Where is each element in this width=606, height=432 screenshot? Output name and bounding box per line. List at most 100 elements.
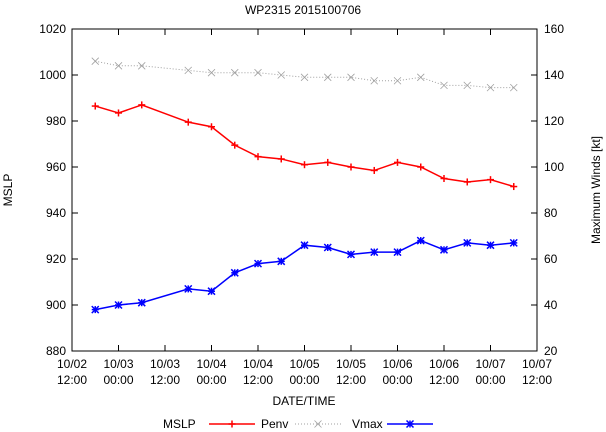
right-tick-label: 40 [544,298,558,312]
point-vmax [231,269,238,276]
legend-label-mslp: MSLP [163,417,196,431]
series-penv [92,58,518,91]
point-penv [348,74,355,81]
point-vmax [510,239,517,246]
right-tick-label: 60 [544,252,558,266]
x-axis-label: DATE/TIME [272,394,335,408]
series-layer [92,58,518,313]
x-tick-label-time: 12:00 [243,373,273,387]
right-tick-label: 120 [544,114,564,128]
point-vmax [115,302,122,309]
y-axis-label-left: MSLP [1,174,15,207]
x-tick-label-time: 12:00 [429,373,459,387]
point-vmax [92,306,99,313]
point-mslp [464,178,471,185]
left-tick-label: 1000 [39,68,66,82]
point-penv [231,69,238,76]
x-tick-label-time: 12:00 [522,373,552,387]
point-vmax [301,242,308,249]
left-tick-label: 920 [46,252,66,266]
legend: MSLP Penv Vmax [163,417,433,431]
point-mslp [510,183,517,190]
point-mslp [255,153,262,160]
left-tick-label: 960 [46,160,66,174]
x-axis-tick-labels: 10/02 12:00 10/03 00:00 10/03 12:00 10/04 00:00… [57,357,552,387]
legend-marker [229,421,236,428]
point-penv [138,62,145,69]
point-mslp [138,101,145,108]
point-mslp [115,109,122,116]
x-tick-label-date: 10/07 [522,357,552,371]
legend-sample-mslp [209,421,255,428]
left-axis-tick-labels: 880 900 920 940 960 980 1000 1020 [39,22,66,358]
x-tick-label-date: 10/02 [57,357,87,371]
x-tick-label-date: 10/04 [196,357,226,371]
point-vmax [185,285,192,292]
right-tick-label: 160 [544,22,564,36]
point-vmax [255,260,262,267]
point-vmax [138,299,145,306]
point-mslp [417,164,424,171]
left-tick-label: 940 [46,206,66,220]
x-tick-label-time: 00:00 [382,373,412,387]
point-mslp [394,159,401,166]
point-vmax [208,288,215,295]
right-tick-label: 20 [544,344,558,358]
x-tick-label-date: 10/07 [475,357,505,371]
legend-sample-vmax [387,421,433,428]
point-vmax [324,244,331,251]
x-tick-label-time: 00:00 [289,373,319,387]
point-vmax [278,258,285,265]
point-mslp [441,175,448,182]
series-line-mslp [95,105,514,187]
x-tick-label-time: 00:00 [475,373,505,387]
x-tick-label-date: 10/06 [429,357,459,371]
right-tick-label: 80 [544,206,558,220]
point-mslp [301,161,308,168]
point-penv [510,84,517,91]
legend-marker [407,421,414,428]
y-axis-label-right: Maximum Winds [kt] [589,136,603,244]
point-mslp [278,155,285,162]
chart: WP2315 2015100706 8809009209409609801000… [0,0,606,432]
point-mslp [348,164,355,171]
x-tick-label-date: 10/04 [243,357,273,371]
x-tick-label-date: 10/03 [103,357,133,371]
legend-marker [315,421,322,428]
chart-title: WP2315 2015100706 [245,3,361,17]
point-mslp [92,103,99,110]
point-vmax [487,242,494,249]
x-tick-label-time: 00:00 [196,373,226,387]
x-tick-label-date: 10/06 [382,357,412,371]
x-tick-label-time: 12:00 [336,373,366,387]
point-vmax [394,249,401,256]
point-penv [487,84,494,91]
left-tick-label: 900 [46,298,66,312]
series-line-penv [95,61,514,87]
series-vmax [92,237,518,313]
point-mslp [487,176,494,183]
point-vmax [441,246,448,253]
legend-label-vmax: Vmax [352,417,383,431]
left-tick-label: 980 [46,114,66,128]
right-axis-tick-labels: 20 40 60 80 100 120 140 160 [544,22,564,358]
legend-sample-penv [295,421,341,428]
left-tick-label: 1020 [39,22,66,36]
series-line-vmax [95,241,514,310]
x-tick-label-time: 12:00 [150,373,180,387]
point-vmax [417,237,424,244]
right-tick-label: 100 [544,160,564,174]
point-mslp [371,167,378,174]
right-tick-label: 140 [544,68,564,82]
point-vmax [348,251,355,258]
point-penv [92,58,99,65]
point-vmax [464,239,471,246]
point-mslp [185,119,192,126]
x-tick-label-time: 00:00 [103,373,133,387]
left-tick-label: 880 [46,344,66,358]
x-tick-label-date: 10/03 [150,357,180,371]
series-mslp [92,101,518,190]
x-tick-label-date: 10/05 [336,357,366,371]
legend-label-penv: Penv [261,417,288,431]
point-penv [394,77,401,84]
